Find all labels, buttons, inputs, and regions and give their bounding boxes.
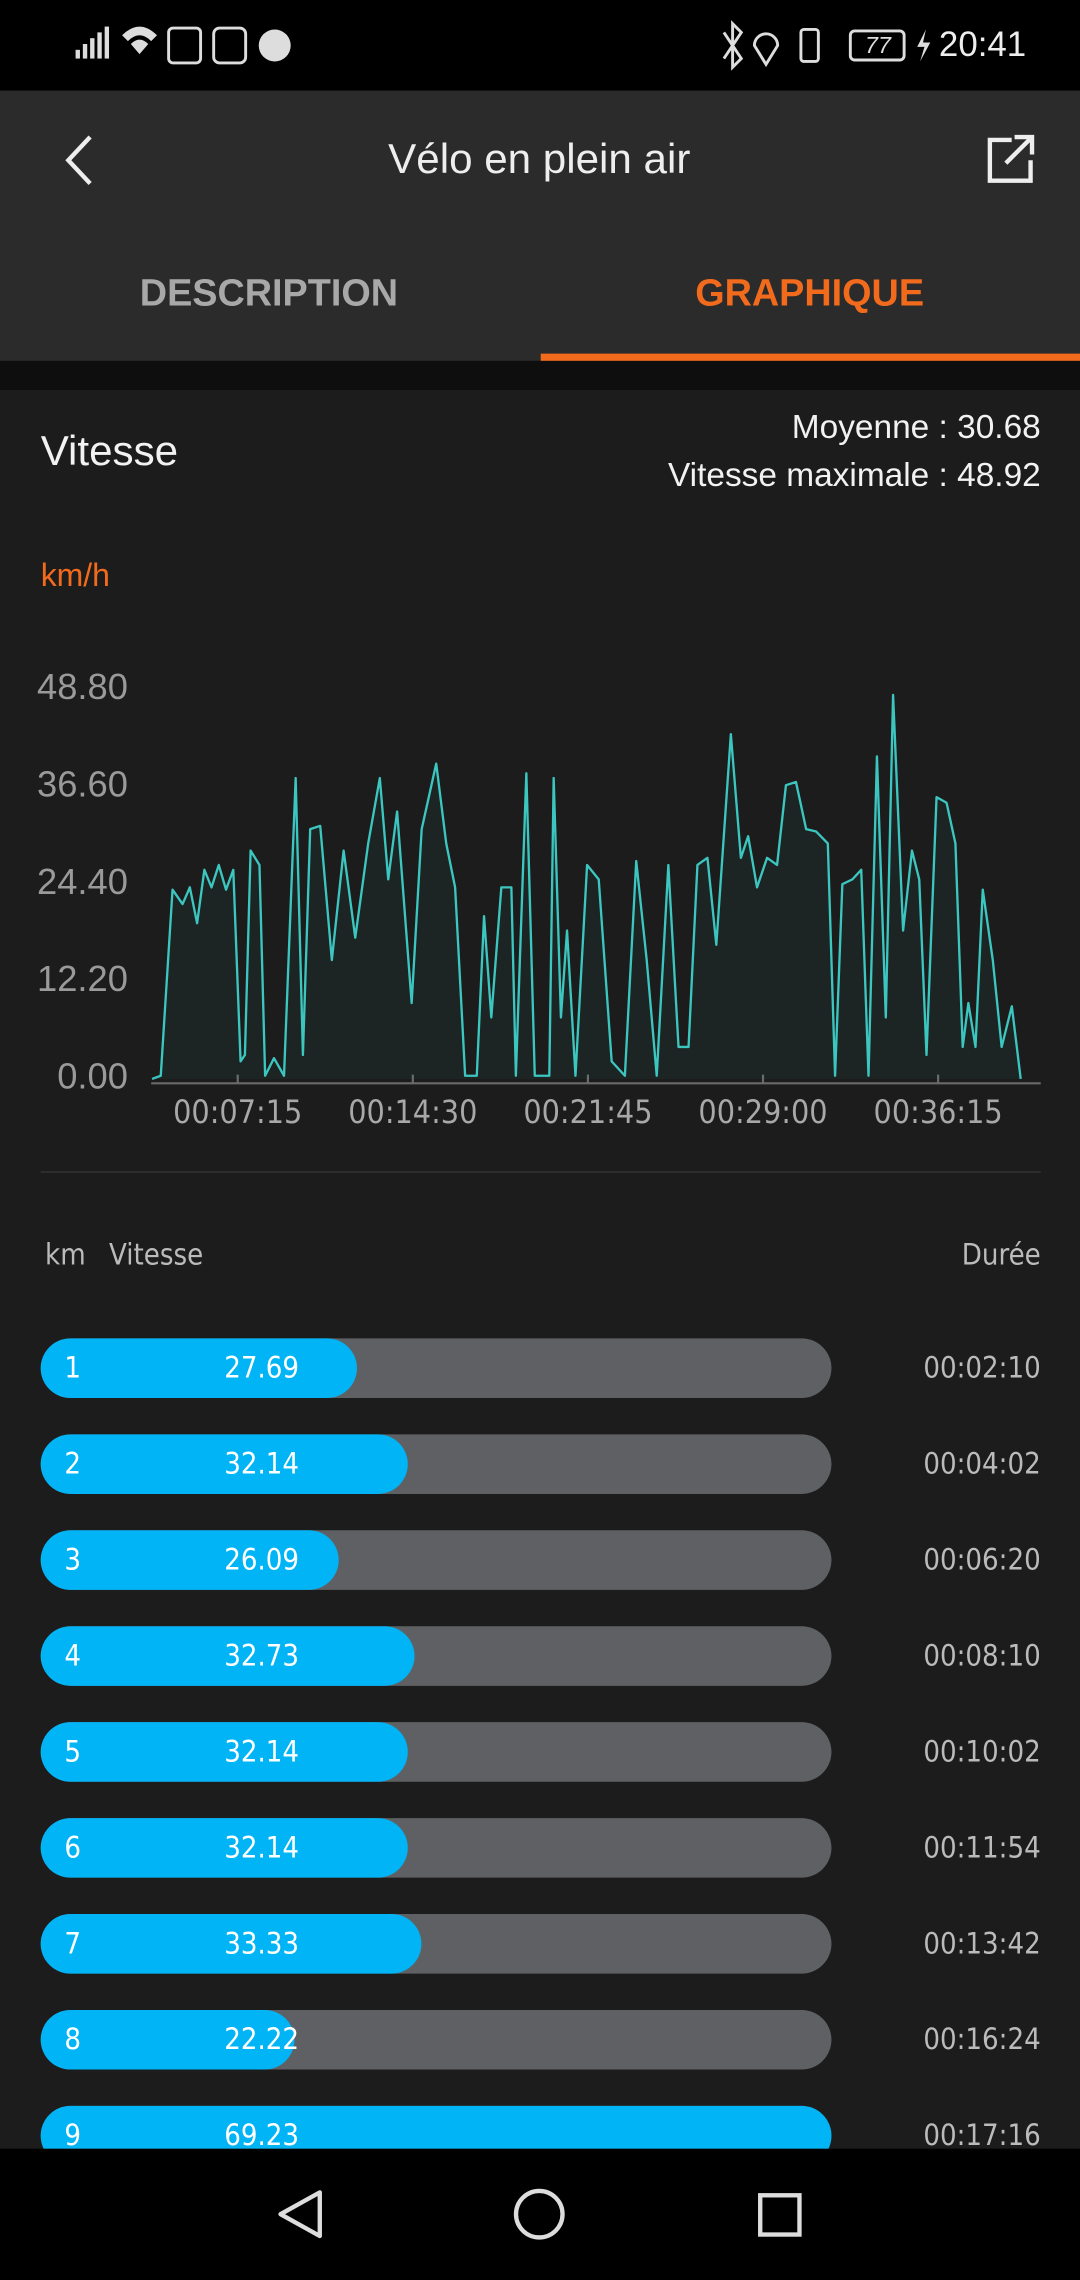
y-tick-label: 12.20 <box>37 958 128 999</box>
speed-bar <box>40 1530 339 1590</box>
km-label: 7 <box>64 1926 81 1960</box>
tab-indicator <box>540 353 1080 361</box>
speed-bar <box>40 1722 408 1782</box>
km-label: 1 <box>64 1351 81 1385</box>
speed-bar <box>40 1818 408 1878</box>
speed-label: 32.14 <box>224 1830 299 1864</box>
speed-bar <box>40 1434 408 1494</box>
speed-label: 26.09 <box>224 1543 299 1577</box>
nav-back[interactable] <box>278 2190 322 2239</box>
speed-line <box>151 693 1022 1081</box>
x-tick-label: 00:21:45 <box>523 1093 652 1131</box>
duration-label: 00:17:16 <box>923 2118 1040 2152</box>
speed-label: 22.22 <box>224 2022 299 2056</box>
speed-bar <box>40 1914 422 1974</box>
speed-bar <box>40 1626 415 1686</box>
speed-label: 27.69 <box>224 1351 299 1385</box>
x-tick-label: 00:07:15 <box>173 1093 302 1131</box>
duration-label: 00:02:10 <box>923 1351 1040 1385</box>
km-label: 2 <box>64 1447 81 1481</box>
x-tick-label: 00:14:30 <box>348 1093 477 1131</box>
x-tick-label: 00:29:00 <box>698 1093 827 1131</box>
tab-graphique[interactable]: GRAPHIQUE <box>695 272 924 314</box>
duration-label: 00:13:42 <box>923 1926 1040 1960</box>
divider <box>0 360 1080 390</box>
column-header: Durée <box>962 1237 1041 1271</box>
line-chart: 0.00 12.20 24.40 36.60 48.80 00:07:15 00:14:30… <box>37 666 1022 1131</box>
duration-label: 00:10:02 <box>923 1734 1040 1768</box>
speed-label: 32.14 <box>224 1734 299 1768</box>
duration-label: 00:08:10 <box>923 1638 1040 1672</box>
clock: 20:41 <box>939 25 1026 64</box>
km-label: 6 <box>64 1830 81 1864</box>
max-speed: Vitesse maximale : 48.92 <box>668 457 1041 494</box>
splits-list: 1 27.69 00:02:10 2 32.14 00:04:02 3 26.09 00:06:… <box>40 1338 1041 2152</box>
y-tick-label: 0.00 <box>57 1056 128 1097</box>
status-icons <box>75 20 931 71</box>
speed-bar <box>40 2105 832 2149</box>
km-label: 8 <box>64 2022 81 2056</box>
km-label: 5 <box>64 1734 81 1768</box>
status-bar <box>0 0 1080 91</box>
x-tick-label: 00:36:15 <box>874 1093 1003 1131</box>
speed-label: 32.14 <box>224 1447 299 1481</box>
km-label: 9 <box>64 2118 81 2152</box>
y-tick-label: 24.40 <box>37 861 128 902</box>
km-label: 3 <box>64 1543 81 1577</box>
section-title: Vitesse <box>41 427 178 474</box>
duration-label: 00:06:20 <box>923 1543 1040 1577</box>
km-label: 4 <box>64 1638 81 1672</box>
speed-bar <box>40 1338 357 1399</box>
share-button[interactable] <box>987 134 1035 183</box>
page-title: Vélo en plein air <box>388 135 690 182</box>
app-bar <box>0 90 1080 361</box>
column-header: Vitesse <box>109 1237 203 1271</box>
nav-home[interactable] <box>513 2188 565 2240</box>
duration-label: 00:16:24 <box>923 2022 1040 2056</box>
y-tick-label: 48.80 <box>37 666 128 707</box>
tab-description[interactable]: DESCRIPTION <box>140 272 398 314</box>
duration-label: 00:11:54 <box>923 1830 1040 1864</box>
back-button[interactable] <box>65 135 92 186</box>
nav-recent[interactable] <box>758 2193 802 2237</box>
battery-level: 77 <box>865 32 892 58</box>
y-axis-unit: km/h <box>41 557 110 593</box>
speed-label: 33.33 <box>224 1926 299 1960</box>
column-header: km <box>45 1237 86 1271</box>
average-speed: Moyenne : 30.68 <box>792 409 1041 446</box>
speed-label: 69.23 <box>224 2118 299 2152</box>
speed-label: 32.73 <box>224 1638 299 1672</box>
navigation-bar <box>0 2148 1080 2280</box>
speed-bar <box>40 2009 295 2070</box>
duration-label: 00:04:02 <box>923 1447 1040 1481</box>
y-tick-label: 36.60 <box>37 763 128 804</box>
